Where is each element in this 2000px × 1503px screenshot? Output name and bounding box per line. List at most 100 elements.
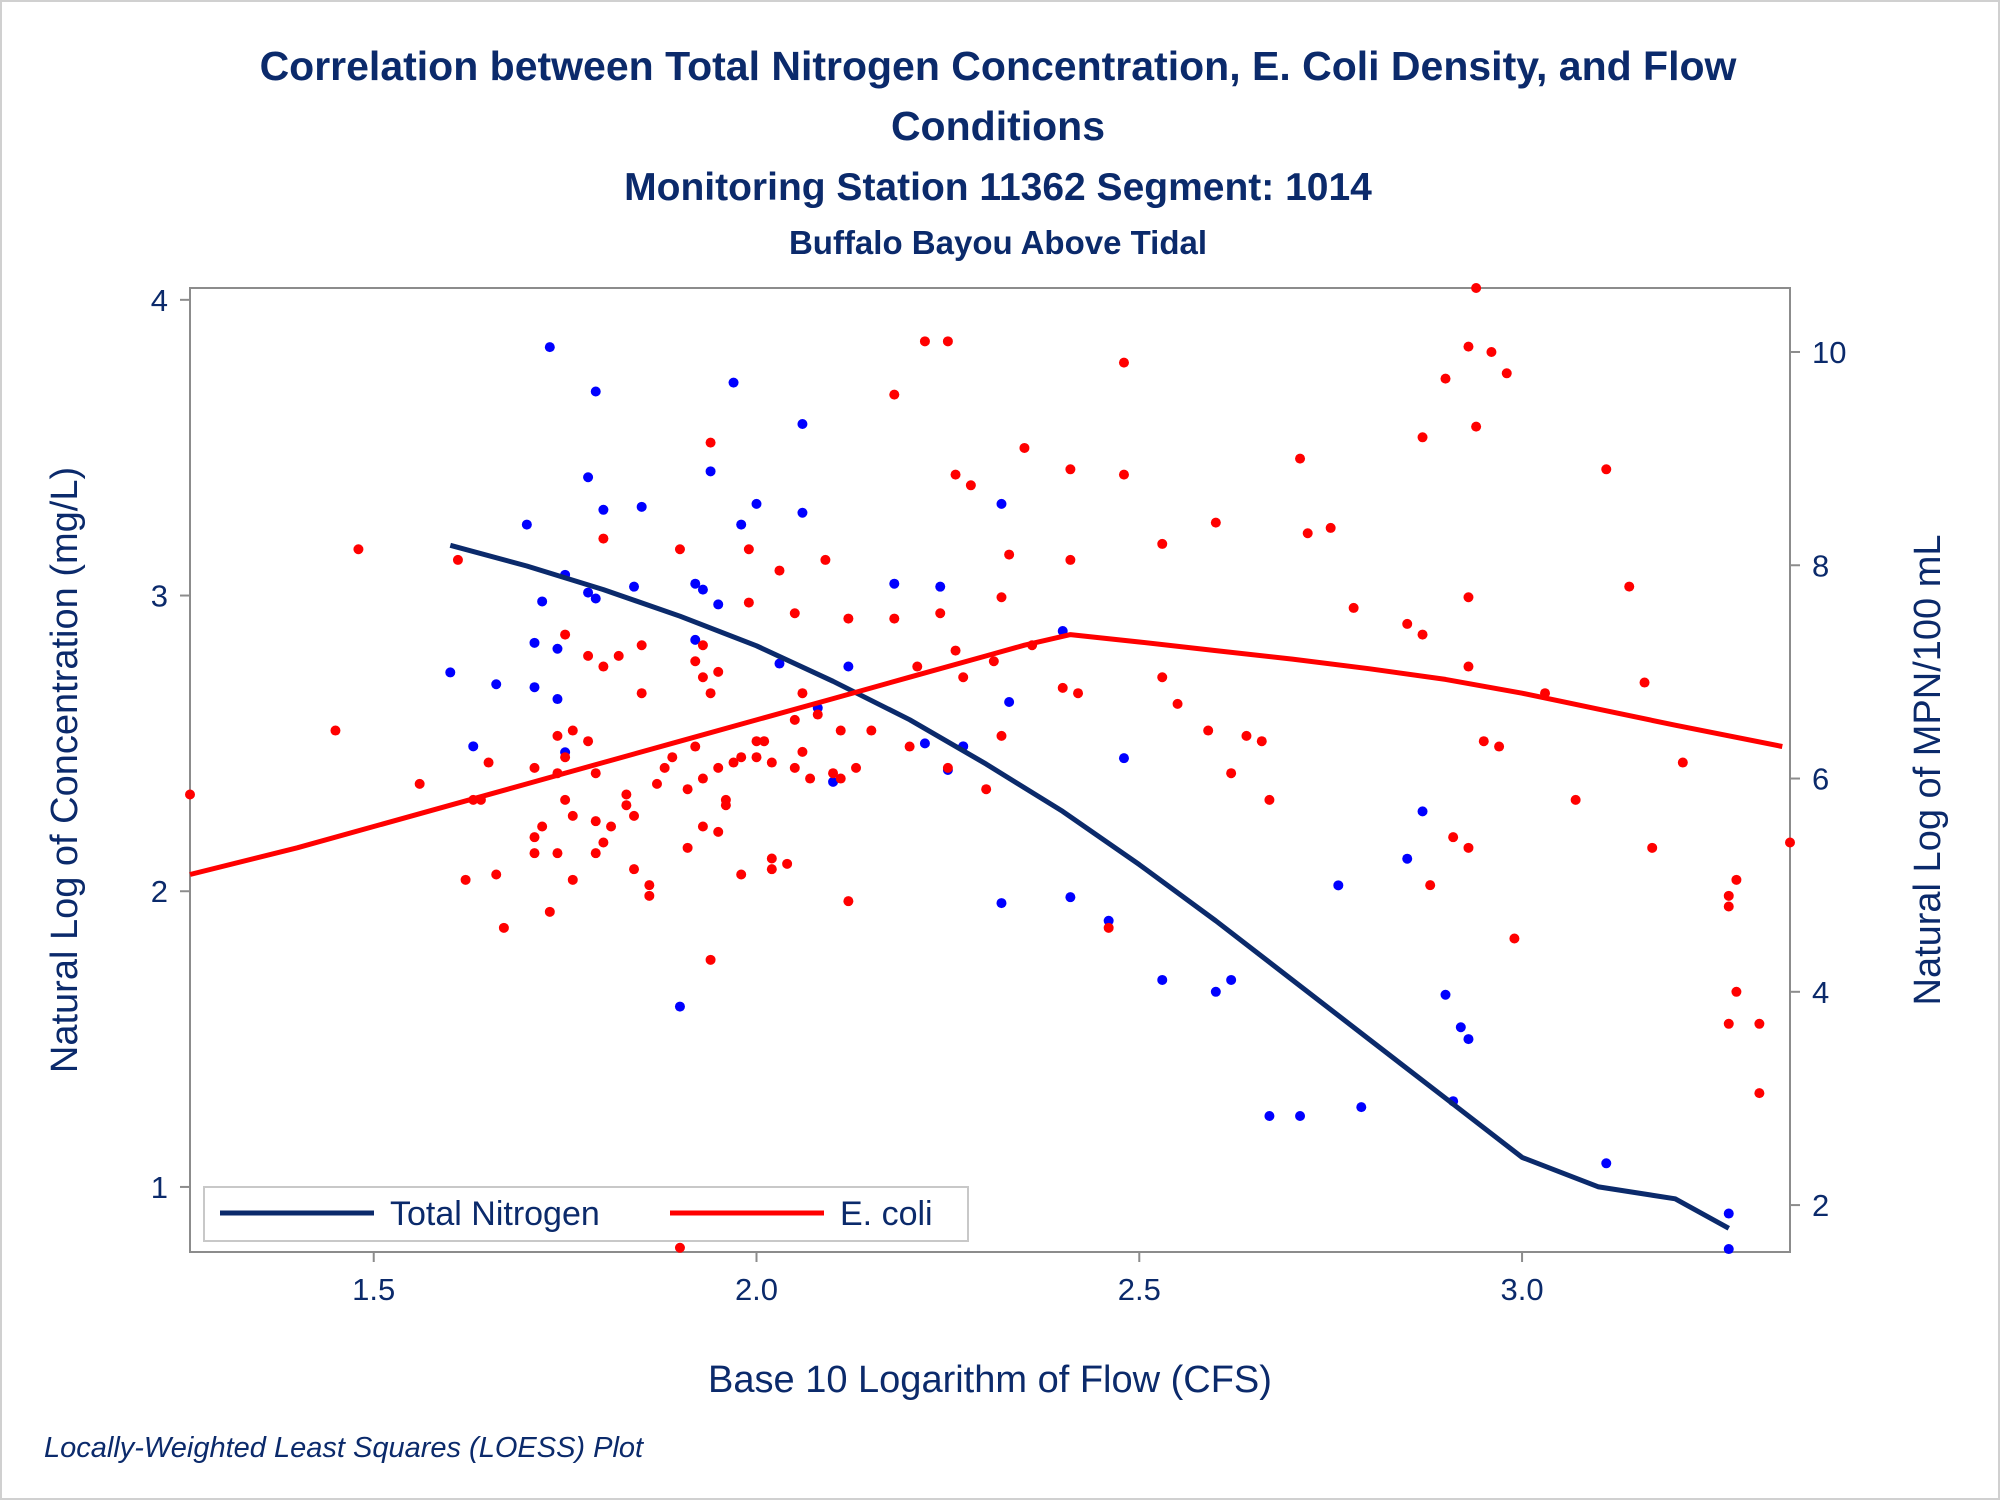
e-coli-point — [1417, 629, 1428, 640]
total-nitrogen-point — [1295, 1110, 1306, 1121]
e-coli-point — [560, 752, 571, 763]
total-nitrogen-point — [1356, 1102, 1367, 1113]
e-coli-point — [981, 784, 992, 795]
y-axis-left: 1 2 3 4 — [151, 283, 190, 1205]
total-nitrogen-point — [797, 419, 808, 430]
e-coli-point — [552, 848, 563, 859]
e-coli-point — [713, 826, 724, 837]
e-coli-point — [766, 864, 777, 875]
total-nitrogen-point — [751, 498, 762, 509]
e-coli-point — [567, 810, 578, 821]
total-nitrogen-point — [1103, 915, 1114, 926]
e-coli-point — [1172, 698, 1183, 709]
e-coli-point — [935, 608, 946, 619]
e-coli-point — [904, 741, 915, 752]
e-coli-point — [1471, 283, 1482, 293]
e-coli-point — [1723, 901, 1734, 912]
e-coli-point — [1425, 880, 1436, 891]
e-coli-point — [697, 821, 708, 832]
total-nitrogen-point — [1264, 1110, 1275, 1121]
e-coli-point — [1731, 874, 1742, 885]
total-nitrogen-point — [690, 634, 701, 645]
e-coli-point — [942, 762, 953, 773]
e-coli-point — [529, 848, 540, 859]
total-nitrogen-point — [583, 587, 594, 598]
e-coli-point — [529, 832, 540, 843]
e-coli-point — [965, 480, 976, 491]
footnote: Locally-Weighted Least Squares (LOESS) P… — [44, 1432, 645, 1464]
e-coli-point — [1677, 757, 1688, 768]
e-coli-point — [1463, 341, 1474, 352]
e-coli-point — [774, 565, 785, 576]
e-coli-point — [743, 544, 754, 555]
e-coli-point — [1073, 688, 1084, 699]
e-coli-point — [1478, 736, 1489, 747]
e-coli-point — [1463, 592, 1474, 603]
e-coli-point — [919, 336, 930, 347]
total-nitrogen-point — [491, 679, 502, 690]
total-nitrogen-point — [697, 584, 708, 595]
e-coli-point — [1065, 464, 1076, 475]
e-coli-point — [185, 789, 195, 800]
e-coli-point — [1302, 528, 1313, 539]
e-coli-point — [805, 773, 816, 784]
total-nitrogen-point — [935, 581, 946, 592]
total-nitrogen-point — [1723, 1208, 1734, 1219]
total-nitrogen-point — [736, 519, 747, 530]
e-coli-point — [636, 640, 647, 651]
e-coli-point — [552, 730, 563, 741]
e-coli-point — [1325, 522, 1336, 533]
e-coli-point — [705, 688, 716, 699]
e-coli-point — [766, 853, 777, 864]
e-coli-point — [629, 864, 640, 875]
x-tick-label: 2.0 — [735, 1272, 778, 1307]
e-coli-point — [560, 794, 571, 805]
e-coli-point — [1601, 464, 1612, 475]
total-nitrogen-point — [919, 738, 930, 749]
e-coli-point — [1118, 357, 1129, 368]
e-coli-point — [567, 874, 578, 885]
e-coli-point — [567, 725, 578, 736]
e-coli-point — [598, 661, 609, 672]
e-coli-point — [590, 848, 601, 859]
e-coli-point — [590, 816, 601, 827]
e-coli-point — [789, 608, 800, 619]
total-nitrogen-point — [1402, 853, 1413, 864]
e-coli-point — [598, 837, 609, 848]
e-coli-point — [766, 757, 777, 768]
e-coli-point — [1295, 453, 1306, 464]
e-coli-point — [1463, 661, 1474, 672]
total-nitrogen-point — [445, 667, 456, 678]
e-coli-point — [1004, 549, 1015, 560]
e-coli-point — [636, 688, 647, 699]
e-coli-point — [1065, 554, 1076, 565]
e-coli-point — [529, 762, 540, 773]
e-coli-point — [843, 896, 854, 907]
total-nitrogen-point — [529, 637, 540, 648]
chart-title-line-1: Correlation between Total Nitrogen Conce… — [260, 43, 1737, 89]
total-nitrogen-point — [797, 507, 808, 518]
total-nitrogen-loess-line — [449, 542, 1731, 1231]
e-coli-point — [1731, 986, 1742, 997]
e-coli-point — [713, 762, 724, 773]
y-right-tick-label: 2 — [1812, 1188, 1829, 1223]
e-coli-point — [1440, 373, 1451, 384]
total-nitrogen-point — [713, 599, 724, 610]
total-nitrogen-point — [843, 661, 854, 672]
total-nitrogen-point — [590, 593, 601, 604]
e-coli-point — [621, 789, 632, 800]
total-nitrogen-point — [1226, 974, 1237, 985]
total-nitrogen-point — [598, 504, 609, 515]
e-coli-point — [958, 672, 969, 683]
data-points — [185, 283, 1795, 1255]
e-coli-point — [667, 752, 678, 763]
y-right-tick-label: 8 — [1812, 548, 1829, 583]
total-nitrogen-point — [1118, 753, 1129, 764]
e-coli-point — [697, 773, 708, 784]
legend-label-total-nitrogen: Total Nitrogen — [390, 1195, 600, 1233]
e-coli-point — [1486, 346, 1497, 357]
total-nitrogen-point — [1210, 986, 1221, 997]
e-coli-point — [651, 778, 662, 789]
e-coli-point — [697, 640, 708, 651]
e-coli-point — [1723, 890, 1734, 901]
